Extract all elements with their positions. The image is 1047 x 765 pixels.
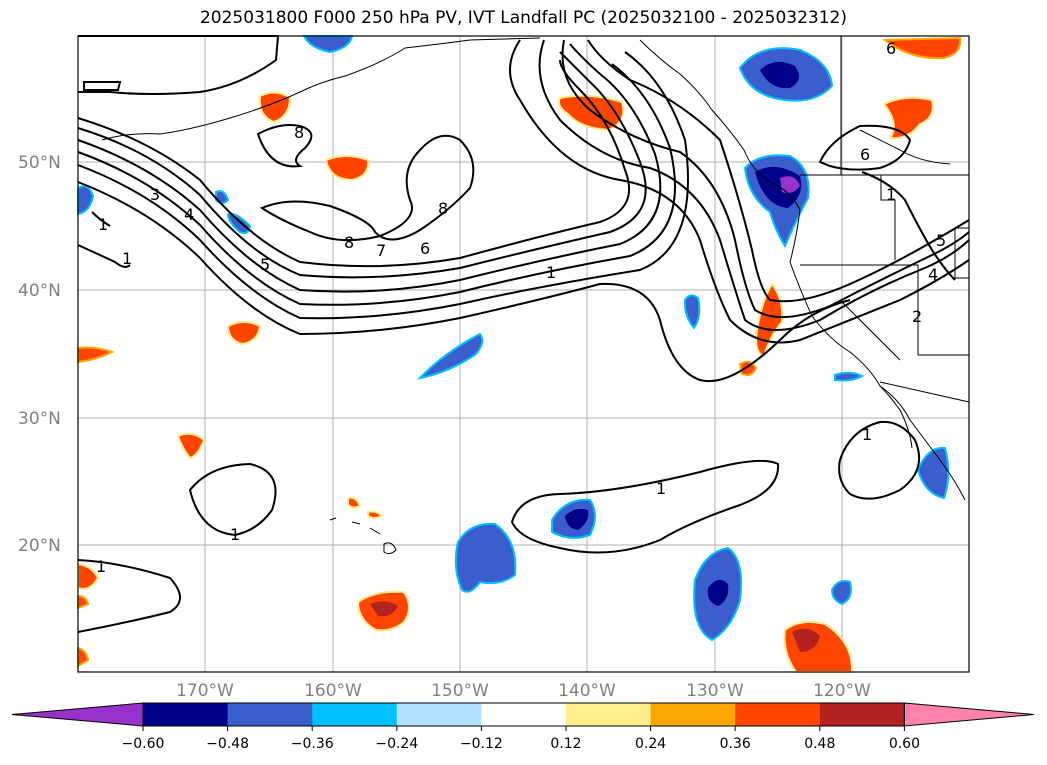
ivt-negative-core	[760, 61, 799, 89]
contour-label: 3	[150, 185, 160, 204]
colorbar-tick-label: −0.60	[122, 736, 165, 752]
ivt-negative-region	[683, 294, 701, 330]
ivt-positive-core	[792, 628, 820, 652]
ivt-negative-core-purple	[780, 176, 800, 194]
ivt-positive-region	[347, 496, 362, 509]
contour-label: 1	[656, 479, 666, 498]
ivt-positive-region	[226, 321, 262, 346]
contour-label: 7	[376, 241, 386, 260]
colorbar-swatch	[143, 703, 229, 726]
lat-label: 40°N	[18, 281, 61, 301]
contour-label: 1	[862, 425, 872, 444]
map-border	[77, 35, 970, 673]
ivt-positive-region	[367, 510, 384, 519]
colorbar-tick-label: −0.24	[375, 736, 418, 752]
contour-label: 6	[420, 239, 430, 258]
ivt-shading	[77, 35, 962, 673]
ivt-positive-region	[77, 346, 115, 364]
ivt-negative-region	[77, 185, 95, 216]
ivt-negative-core	[707, 579, 729, 606]
contour-label: 1	[96, 557, 106, 576]
colorbar-tick-label: 0.60	[889, 736, 920, 752]
colorbar: −0.60 −0.48 −0.36 −0.24 −0.12 0.12 0.24 0.36 0.4…	[11, 702, 1035, 752]
contour-label: 1	[546, 263, 556, 282]
ivt-positive-core	[370, 601, 398, 617]
contour-label: 1	[886, 185, 896, 204]
colorbar-tick-label: 0.24	[635, 736, 666, 752]
colorbar-swatches	[11, 702, 1035, 727]
ivt-positive-region	[77, 594, 90, 610]
colorbar-ticks: −0.60 −0.48 −0.36 −0.24 −0.12 0.12 0.24 0.36 0.4…	[122, 726, 920, 752]
ivt-negative-region	[830, 580, 852, 606]
contour-label: 1	[230, 525, 240, 544]
map-title: 2025031800 F000 250 hPa PV, IVT Landfall…	[199, 8, 847, 28]
colorbar-tick-label: −0.36	[291, 736, 334, 752]
colorbar-tick-label: −0.12	[460, 736, 503, 752]
colorbar-swatch	[650, 703, 736, 726]
islands	[329, 517, 397, 555]
ivt-positive-region	[324, 155, 370, 182]
lon-label: 150°W	[431, 681, 489, 701]
contour-label: 1	[122, 249, 132, 268]
coastlines	[101, 36, 970, 501]
lat-label: 20°N	[18, 536, 61, 556]
ivt-positive-region	[882, 36, 962, 60]
lon-label: 140°W	[558, 681, 616, 701]
ivt-positive-region	[754, 282, 784, 358]
contour-label: 1	[98, 215, 108, 234]
colorbar-outline	[142, 702, 905, 727]
contour-label: 5	[936, 231, 946, 250]
contour-label: 5	[260, 255, 270, 274]
ivt-negative-core	[565, 508, 589, 530]
map-area	[78, 36, 969, 672]
ivt-negative-region	[302, 35, 354, 54]
ivt-negative-region	[226, 212, 252, 235]
colorbar-extend-min	[11, 702, 144, 727]
colorbar-swatch	[735, 703, 821, 726]
lon-label: 130°W	[686, 681, 744, 701]
lat-label: 50°N	[18, 153, 61, 173]
ivt-negative-region	[834, 371, 865, 382]
ivt-negative-region	[454, 522, 517, 593]
colorbar-swatch	[396, 703, 482, 726]
ivt-negative-region	[417, 332, 484, 380]
colorbar-swatch	[312, 703, 398, 726]
lon-label: 120°W	[813, 681, 871, 701]
colorbar-swatch	[481, 703, 567, 726]
lon-label: 160°W	[304, 681, 362, 701]
colorbar-tick-label: 0.48	[804, 736, 835, 752]
colorbar-swatch	[819, 703, 905, 726]
colorbar-swatch	[566, 703, 652, 726]
ivt-positive-region	[77, 646, 90, 668]
contour-label: 8	[294, 123, 304, 142]
contour-label: 6	[860, 145, 870, 164]
colorbar-swatch	[227, 703, 313, 726]
latitude-labels: 50°N 40°N 30°N 20°N	[18, 153, 61, 556]
colorbar-tick-label: 0.12	[550, 736, 581, 752]
ivt-positive-region	[77, 562, 100, 590]
pv-contours	[77, 35, 970, 633]
colorbar-tick-label: 0.36	[720, 736, 751, 752]
contour-label: 4	[184, 205, 194, 224]
contour-label: 6	[886, 39, 896, 58]
contour-label: 8	[438, 199, 448, 218]
colorbar-tick-label: −0.48	[206, 736, 249, 752]
longitude-labels: 170°W 160°W 150°W 140°W 130°W 120°W	[176, 681, 871, 701]
contour-label: 8	[344, 233, 354, 252]
ivt-positive-region	[176, 432, 206, 460]
lat-label: 30°N	[18, 409, 61, 429]
contour-labels: 8 8 8 7 6 5 4 3 1 1 1 1 1 1 6 6 5 4 2 1 …	[96, 39, 946, 576]
contour-label: 2	[912, 307, 922, 326]
lon-label: 170°W	[176, 681, 234, 701]
colorbar-extend-max	[903, 702, 1035, 727]
contour-label: 4	[928, 265, 938, 284]
ivt-positive-region	[738, 360, 758, 377]
